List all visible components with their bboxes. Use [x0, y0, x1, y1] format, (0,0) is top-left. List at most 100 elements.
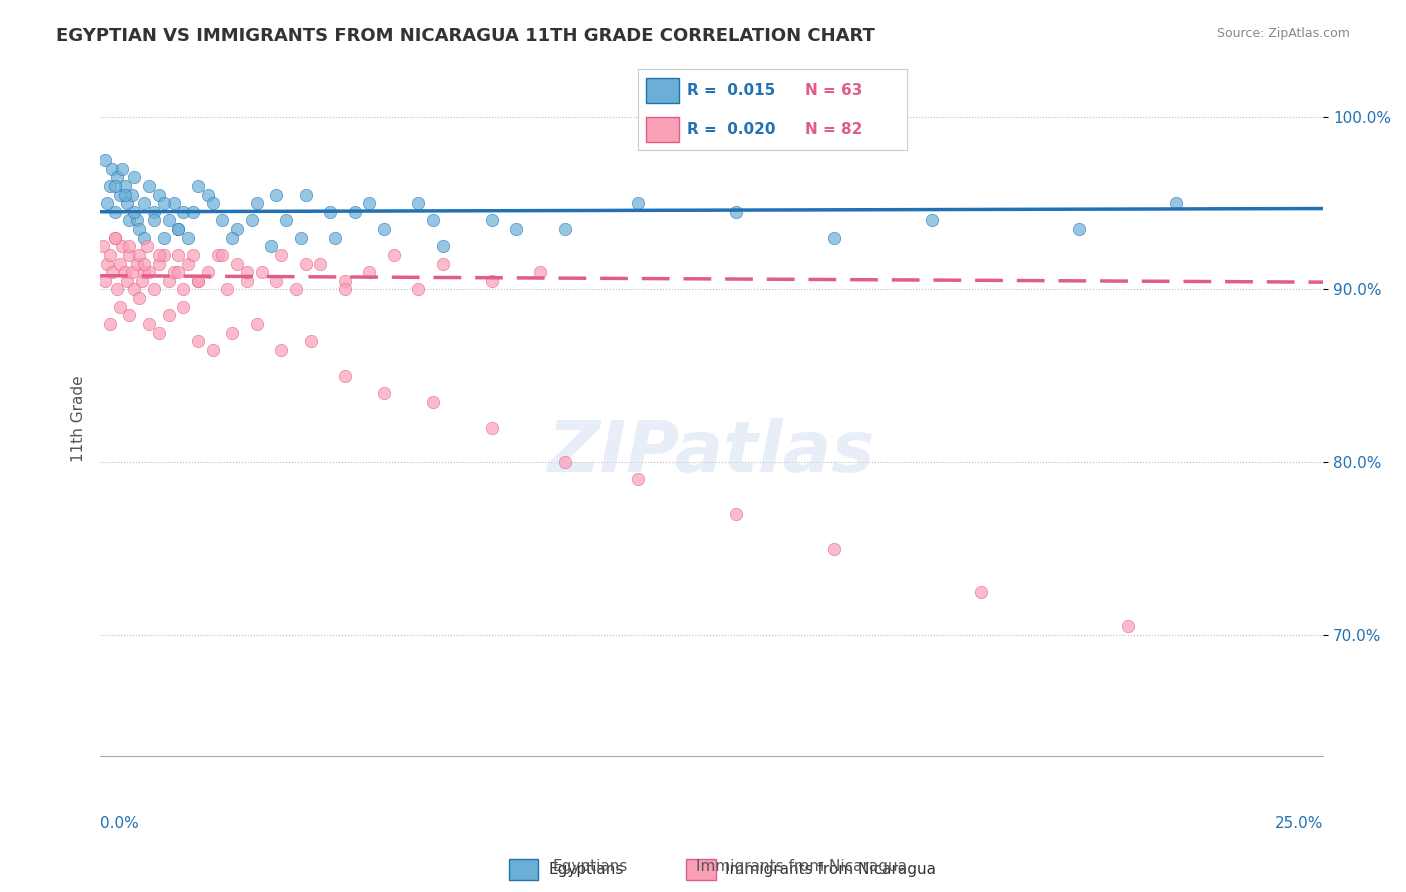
Point — [246, 196, 269, 211]
Point — [270, 248, 292, 262]
Point — [181, 204, 204, 219]
Point — [162, 265, 184, 279]
Point — [422, 394, 444, 409]
Point — [211, 248, 233, 262]
Point — [197, 187, 219, 202]
Text: Immigrants from Nicaragua: Immigrants from Nicaragua — [725, 863, 936, 877]
Point — [1116, 619, 1139, 633]
Bar — [686, 859, 716, 880]
Point — [138, 265, 160, 279]
Point — [108, 300, 131, 314]
Point — [108, 256, 131, 270]
Text: 25.0%: 25.0% — [1275, 816, 1323, 831]
Point — [134, 230, 156, 244]
Point — [181, 248, 204, 262]
Point — [172, 204, 194, 219]
Point — [152, 230, 174, 244]
Point — [529, 265, 551, 279]
Point — [481, 213, 503, 227]
Point — [118, 239, 141, 253]
Point — [264, 187, 287, 202]
Point — [221, 326, 243, 340]
Point — [294, 256, 316, 270]
Point — [481, 420, 503, 434]
Point — [725, 204, 748, 219]
Text: Egyptians: Egyptians — [553, 859, 628, 874]
Point — [627, 473, 650, 487]
Point — [157, 274, 180, 288]
Point — [115, 274, 138, 288]
Point — [432, 256, 454, 270]
Point — [343, 204, 366, 219]
Point — [157, 309, 180, 323]
Point — [823, 541, 845, 556]
Point — [177, 256, 200, 270]
Point — [118, 213, 141, 227]
Point — [111, 161, 134, 176]
Point — [124, 204, 146, 219]
Point — [172, 283, 194, 297]
Point — [135, 239, 157, 253]
Point — [309, 256, 332, 270]
Point — [105, 283, 128, 297]
Text: 0.0%: 0.0% — [100, 816, 139, 831]
Point — [118, 309, 141, 323]
Bar — [509, 859, 538, 880]
Point — [128, 291, 150, 305]
Point — [114, 187, 136, 202]
Point — [226, 222, 249, 236]
Point — [105, 170, 128, 185]
Point — [554, 455, 576, 469]
Point — [124, 283, 146, 297]
Point — [299, 334, 322, 349]
Point — [970, 584, 993, 599]
Point — [94, 274, 117, 288]
Point — [270, 343, 292, 357]
Point — [134, 196, 156, 211]
Point — [118, 248, 141, 262]
Point — [221, 230, 243, 244]
Point — [187, 178, 209, 193]
Point — [201, 343, 224, 357]
Point — [246, 317, 269, 331]
Point — [284, 283, 307, 297]
Point — [187, 274, 209, 288]
Point — [124, 170, 146, 185]
Point — [236, 274, 259, 288]
Text: EGYPTIAN VS IMMIGRANTS FROM NICARAGUA 11TH GRADE CORRELATION CHART: EGYPTIAN VS IMMIGRANTS FROM NICARAGUA 11… — [56, 27, 875, 45]
Point — [264, 274, 287, 288]
Point — [481, 274, 503, 288]
Point — [148, 326, 170, 340]
Point — [142, 213, 165, 227]
Point — [172, 300, 194, 314]
Point — [333, 274, 356, 288]
Point — [131, 274, 153, 288]
Point — [162, 196, 184, 211]
Point — [157, 213, 180, 227]
Point — [323, 230, 346, 244]
Point — [422, 213, 444, 227]
Point — [98, 248, 121, 262]
Point — [108, 187, 131, 202]
Point — [294, 187, 316, 202]
Point — [207, 248, 229, 262]
Point — [187, 274, 209, 288]
Point — [104, 204, 127, 219]
Point — [211, 213, 233, 227]
Point — [114, 265, 136, 279]
Point — [98, 317, 121, 331]
Point — [197, 265, 219, 279]
Point — [104, 230, 127, 244]
Point — [554, 222, 576, 236]
Point — [111, 239, 134, 253]
Point — [167, 222, 190, 236]
Point — [406, 283, 429, 297]
Point — [627, 196, 650, 211]
Point — [359, 265, 381, 279]
Point — [152, 248, 174, 262]
Point — [148, 187, 170, 202]
Point — [94, 153, 117, 167]
Point — [138, 317, 160, 331]
Point — [142, 204, 165, 219]
Point — [1166, 196, 1188, 211]
